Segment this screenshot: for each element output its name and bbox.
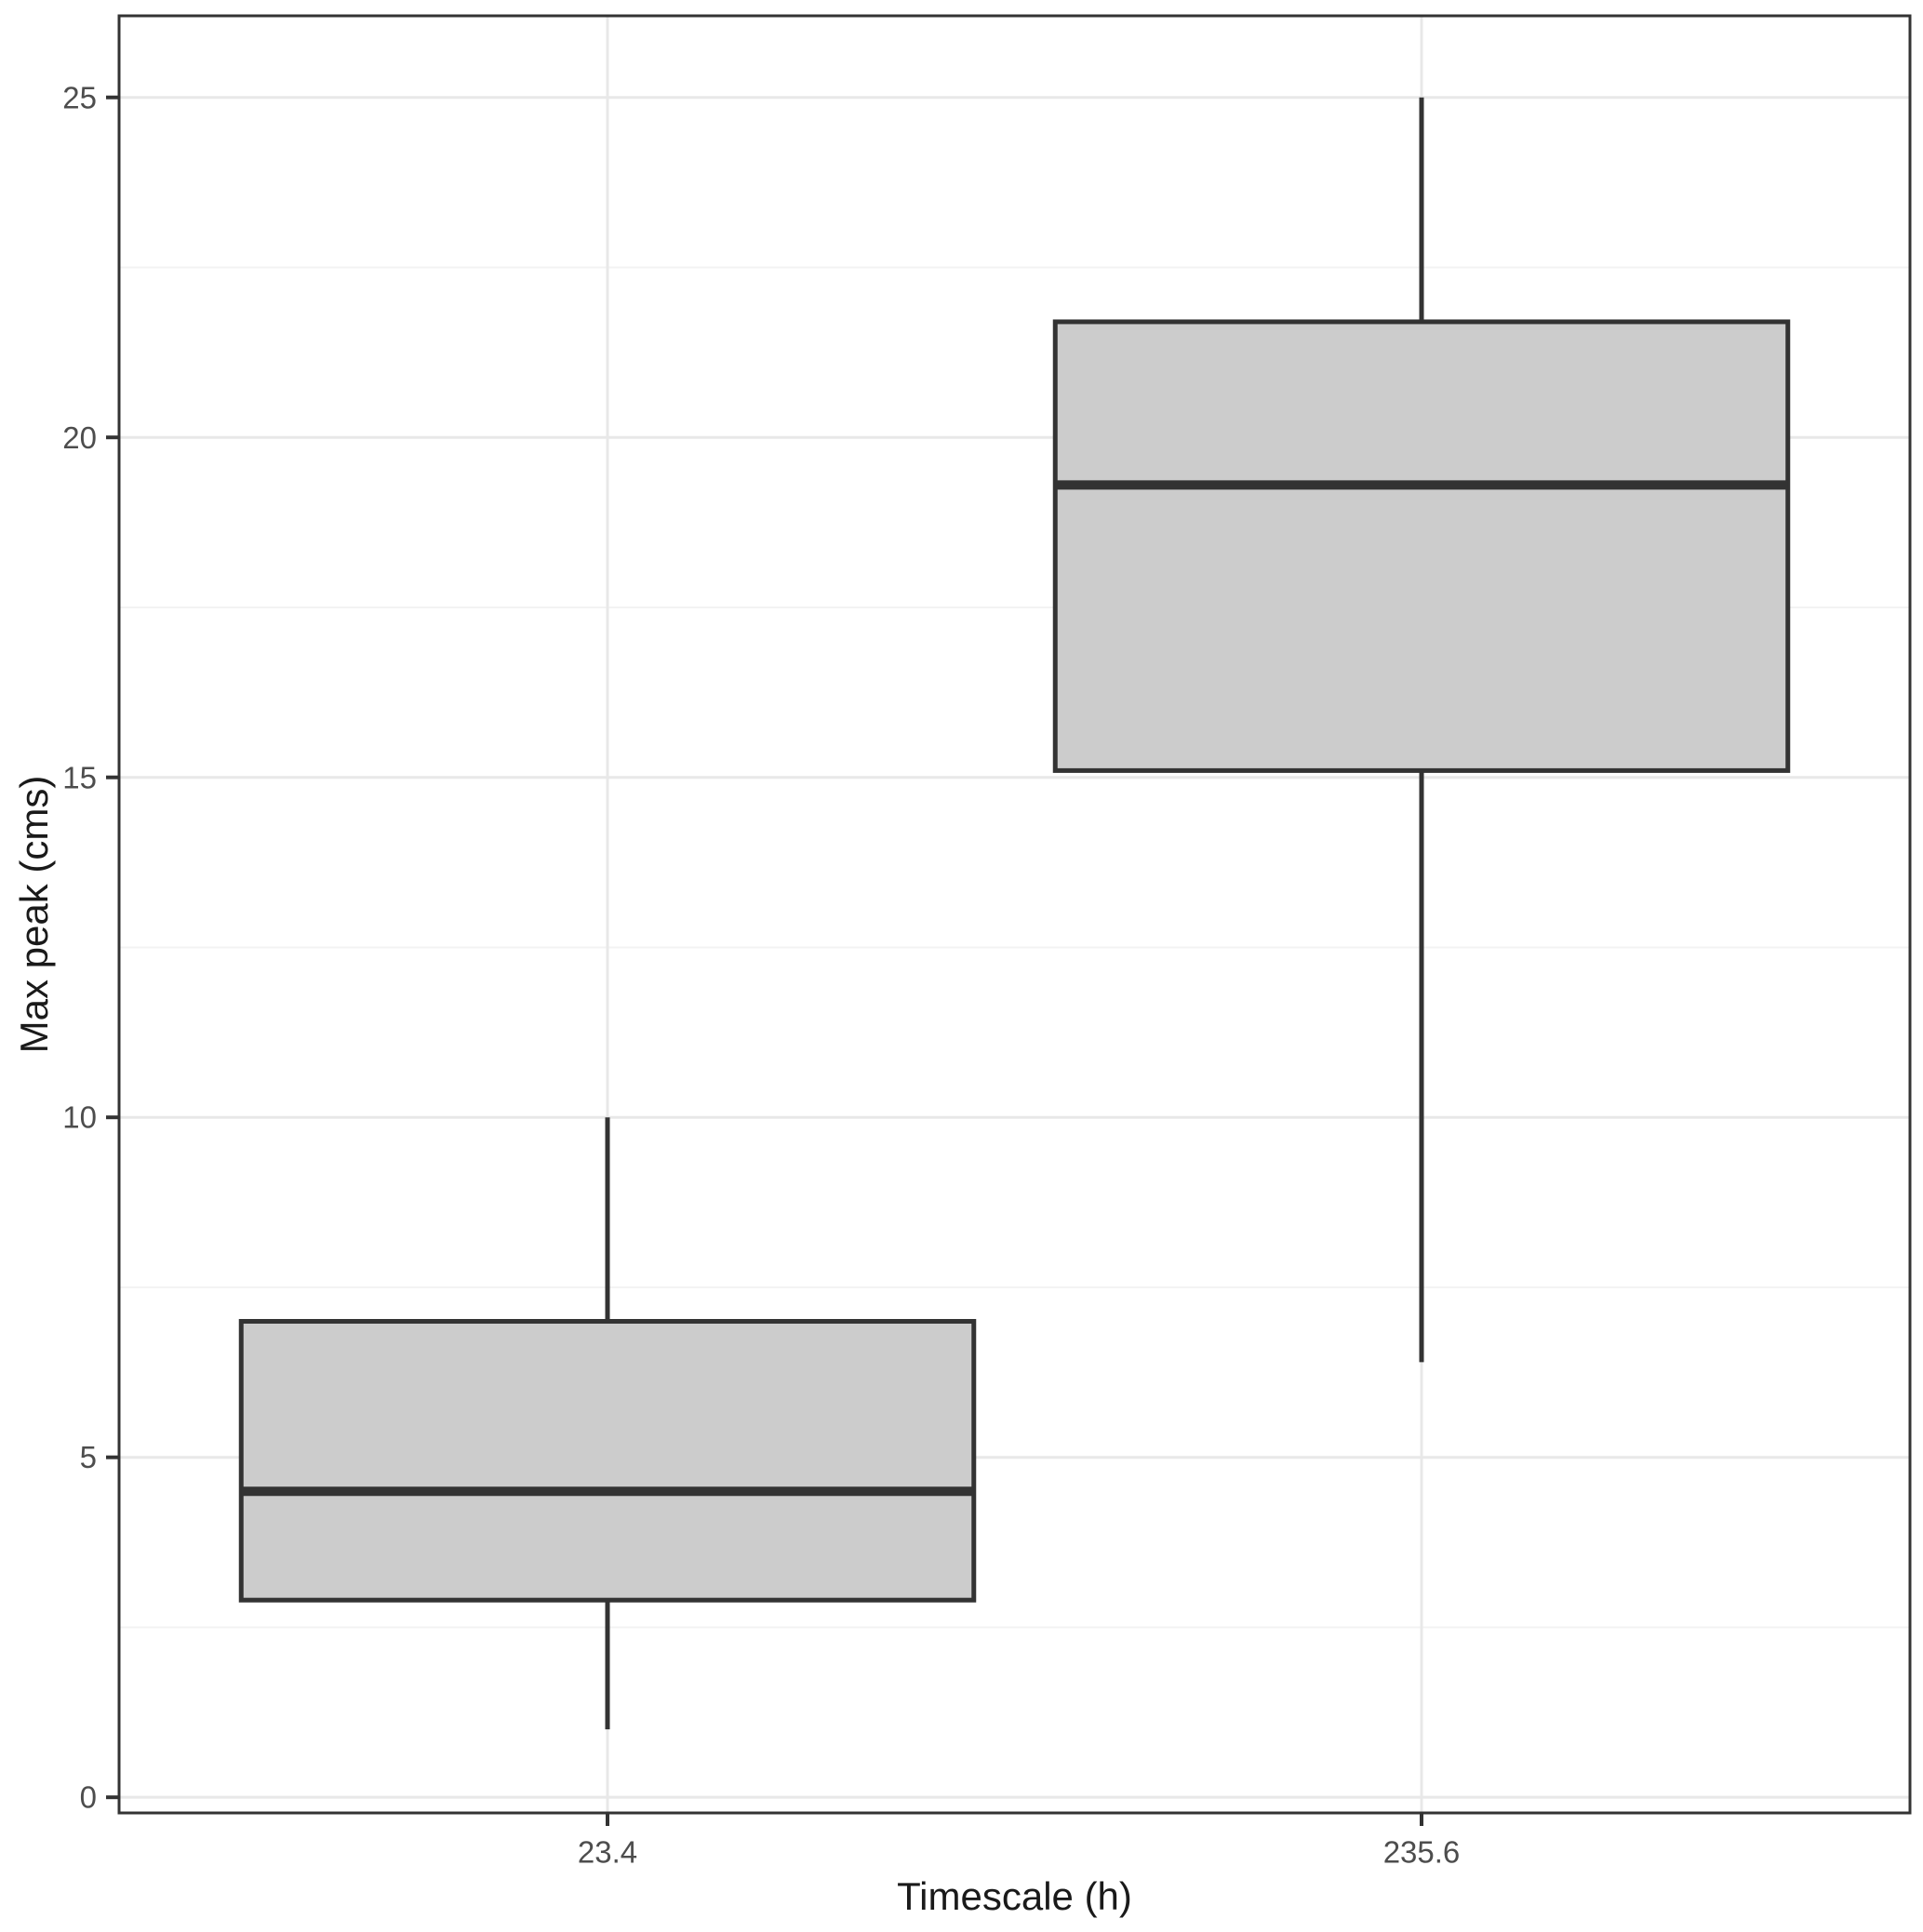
y-tick-label-5: 5 [80, 1440, 97, 1474]
x-tick-label-235.6: 235.6 [1383, 1835, 1461, 1870]
box-235.6 [1052, 319, 1791, 773]
y-axis-title: Max peak (cms) [12, 775, 56, 1054]
x-tick-label-23.4: 23.4 [578, 1835, 637, 1870]
panel-border [117, 14, 1912, 1815]
y-tick-label-10: 10 [62, 1100, 97, 1135]
x-axis-title: Timescale (h) [897, 1874, 1132, 1918]
box-23.4 [238, 1318, 977, 1603]
y-tick-label-15: 15 [62, 760, 97, 794]
y-tick-label-0: 0 [80, 1780, 97, 1815]
y-tick-label-20: 20 [62, 420, 97, 455]
y-tick-label-25: 25 [62, 80, 97, 114]
